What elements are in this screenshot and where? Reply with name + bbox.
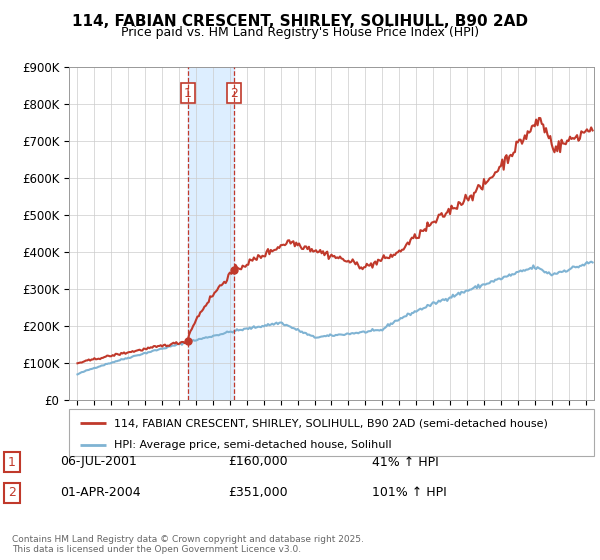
Bar <box>188 67 234 400</box>
Text: 1: 1 <box>184 87 191 100</box>
Text: 2: 2 <box>230 87 238 100</box>
Text: 114, FABIAN CRESCENT, SHIRLEY, SOLIHULL, B90 2AD: 114, FABIAN CRESCENT, SHIRLEY, SOLIHULL,… <box>72 14 528 29</box>
Text: Contains HM Land Registry data © Crown copyright and database right 2025.
This d: Contains HM Land Registry data © Crown c… <box>12 535 364 554</box>
Text: 06-JUL-2001: 06-JUL-2001 <box>60 455 137 469</box>
Text: Price paid vs. HM Land Registry's House Price Index (HPI): Price paid vs. HM Land Registry's House … <box>121 26 479 39</box>
Text: 114, FABIAN CRESCENT, SHIRLEY, SOLIHULL, B90 2AD (semi-detached house): 114, FABIAN CRESCENT, SHIRLEY, SOLIHULL,… <box>113 418 548 428</box>
Text: 2: 2 <box>8 486 16 500</box>
Text: 41% ↑ HPI: 41% ↑ HPI <box>372 455 439 469</box>
Text: 101% ↑ HPI: 101% ↑ HPI <box>372 486 447 500</box>
Text: £160,000: £160,000 <box>228 455 287 469</box>
Text: 1: 1 <box>8 455 16 469</box>
Text: £351,000: £351,000 <box>228 486 287 500</box>
Text: HPI: Average price, semi-detached house, Solihull: HPI: Average price, semi-detached house,… <box>113 440 391 450</box>
Text: 01-APR-2004: 01-APR-2004 <box>60 486 140 500</box>
FancyBboxPatch shape <box>69 409 594 456</box>
